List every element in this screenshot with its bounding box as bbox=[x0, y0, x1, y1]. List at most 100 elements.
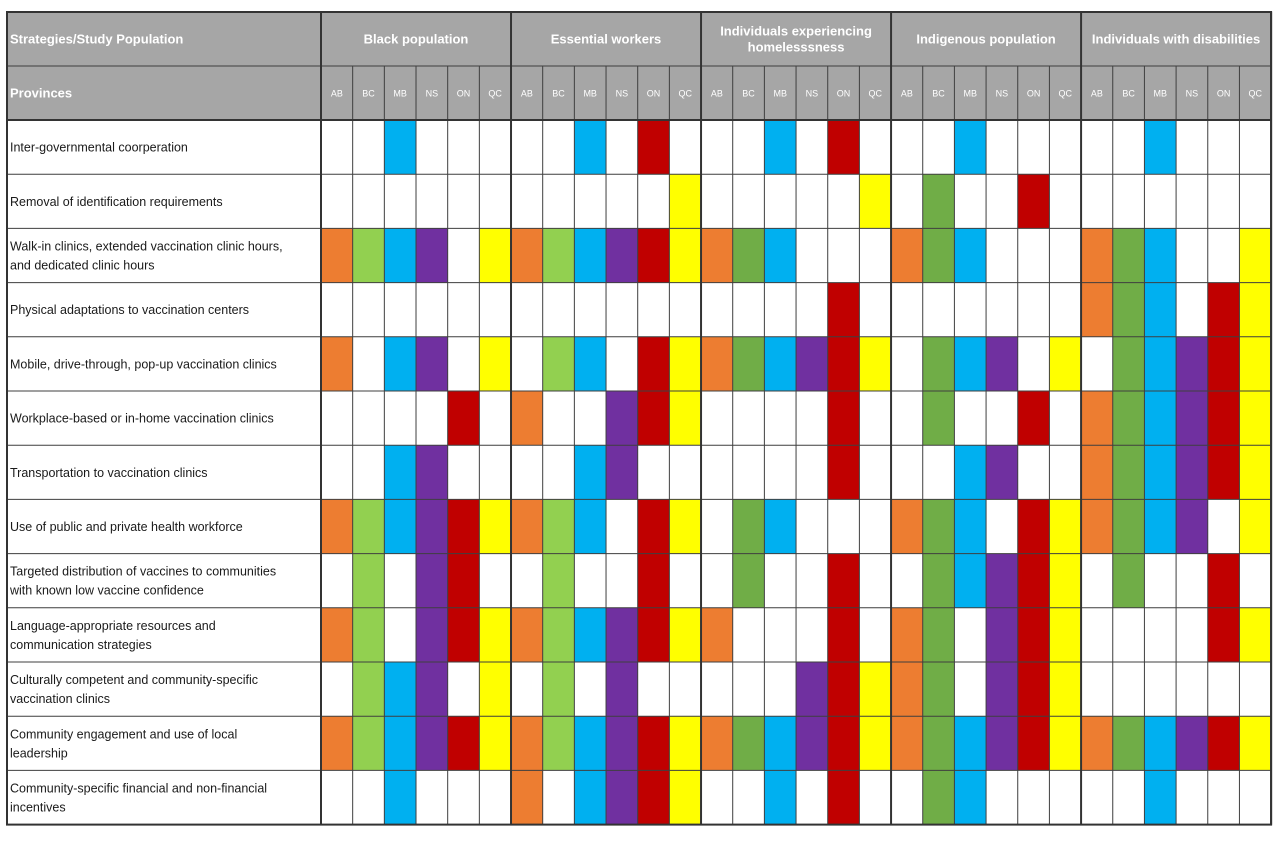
matrix-cell-bc bbox=[542, 445, 575, 500]
matrix-cell-ns bbox=[796, 174, 828, 229]
matrix-cell-ab bbox=[1081, 445, 1113, 500]
strategy-label: Culturally competent and community-speci… bbox=[10, 673, 258, 687]
matrix-cell-on bbox=[1207, 282, 1240, 337]
matrix-cell-on bbox=[827, 553, 860, 608]
matrix-cell-ab bbox=[701, 282, 733, 337]
matrix-cell-mb bbox=[954, 336, 987, 391]
matrix-cell-ns bbox=[416, 282, 448, 337]
matrix-cell-ab bbox=[701, 662, 733, 717]
matrix-cell-qc bbox=[669, 282, 702, 337]
matrix-cell-ab bbox=[891, 391, 923, 446]
corner-header: Strategies/Study Population bbox=[10, 32, 183, 47]
matrix-cell-bc bbox=[542, 662, 575, 717]
matrix-cell-qc bbox=[859, 228, 892, 283]
matrix-cell-on bbox=[447, 282, 480, 337]
matrix-cell-ab bbox=[891, 282, 923, 337]
matrix-cell-qc bbox=[859, 553, 892, 608]
matrix-cell-on bbox=[827, 770, 860, 825]
strategy-label: leadership bbox=[10, 746, 68, 760]
matrix-cell-bc bbox=[1112, 445, 1145, 500]
matrix-cell-ns bbox=[796, 716, 828, 771]
matrix-cell-mb bbox=[384, 228, 417, 283]
matrix-cell-qc bbox=[1239, 174, 1272, 229]
matrix-cell-mb bbox=[764, 336, 797, 391]
matrix-cell-ns bbox=[1176, 662, 1208, 717]
strategy-label: Walk-in clinics, extended vaccination cl… bbox=[10, 240, 283, 254]
matrix-cell-ns bbox=[796, 499, 828, 554]
matrix-cell-ns bbox=[606, 553, 638, 608]
matrix-cell-bc bbox=[352, 391, 385, 446]
matrix-cell-bc bbox=[732, 120, 765, 175]
matrix-cell-qc bbox=[479, 228, 512, 283]
matrix-cell-on bbox=[827, 391, 860, 446]
matrix-cell-qc bbox=[859, 770, 892, 825]
matrix-cell-mb bbox=[954, 499, 987, 554]
matrix-cell-bc bbox=[542, 336, 575, 391]
province-header: QC bbox=[1249, 89, 1263, 99]
matrix-cell-qc bbox=[1049, 607, 1082, 662]
matrix-cell-bc bbox=[922, 174, 955, 229]
matrix-cell-mb bbox=[1144, 553, 1177, 608]
matrix-cell-on bbox=[827, 662, 860, 717]
matrix-cell-on bbox=[827, 120, 860, 175]
matrix-cell-bc bbox=[922, 662, 955, 717]
strategy-label: incentives bbox=[10, 801, 66, 815]
matrix-cell-ab bbox=[321, 228, 353, 283]
matrix-cell-bc bbox=[352, 770, 385, 825]
matrix-cell-ab bbox=[511, 282, 543, 337]
matrix-cell-on bbox=[447, 445, 480, 500]
matrix-cell-mb bbox=[1144, 607, 1177, 662]
matrix-cell-bc bbox=[1112, 607, 1145, 662]
matrix-cell-ns bbox=[796, 336, 828, 391]
strategy-label: with known low vaccine confidence bbox=[9, 584, 204, 598]
matrix-cell-ab bbox=[701, 120, 733, 175]
matrix-cell-ns bbox=[986, 391, 1018, 446]
province-header: BC bbox=[932, 89, 945, 99]
matrix-cell-qc bbox=[1239, 228, 1272, 283]
matrix-cell-ab bbox=[1081, 499, 1113, 554]
matrix-cell-bc bbox=[1112, 770, 1145, 825]
matrix-cell-ns bbox=[986, 445, 1018, 500]
matrix-cell-on bbox=[827, 499, 860, 554]
matrix-cell-on bbox=[447, 662, 480, 717]
matrix-cell-qc bbox=[669, 662, 702, 717]
matrix-cell-on bbox=[637, 445, 670, 500]
province-header: ON bbox=[647, 89, 661, 99]
province-header: MB bbox=[1154, 89, 1168, 99]
province-header: ON bbox=[837, 89, 851, 99]
matrix-cell-ab bbox=[511, 120, 543, 175]
provinces-label: Provinces bbox=[10, 86, 72, 101]
matrix-cell-bc bbox=[352, 120, 385, 175]
matrix-cell-bc bbox=[922, 282, 955, 337]
matrix-cell-ab bbox=[891, 607, 923, 662]
matrix-cell-on bbox=[1017, 770, 1050, 825]
matrix-cell-on bbox=[447, 228, 480, 283]
matrix-cell-bc bbox=[542, 553, 575, 608]
matrix-cell-mb bbox=[954, 770, 987, 825]
matrix-cell-ns bbox=[416, 336, 448, 391]
row-label-cell bbox=[7, 553, 321, 608]
matrix-cell-mb bbox=[384, 607, 417, 662]
matrix-cell-bc bbox=[922, 336, 955, 391]
matrix-cell-ns bbox=[1176, 174, 1208, 229]
matrix-cell-ns bbox=[986, 607, 1018, 662]
matrix-cell-ns bbox=[796, 770, 828, 825]
matrix-cell-qc bbox=[859, 662, 892, 717]
matrix-cell-ab bbox=[321, 770, 353, 825]
matrix-cell-ab bbox=[701, 228, 733, 283]
matrix-cell-on bbox=[1017, 282, 1050, 337]
matrix-cell-qc bbox=[669, 553, 702, 608]
matrix-cell-ab bbox=[701, 716, 733, 771]
matrix-cell-qc bbox=[669, 716, 702, 771]
matrix-cell-ab bbox=[321, 553, 353, 608]
row-label-cell bbox=[7, 499, 321, 554]
strategy-label: Language-appropriate resources and bbox=[10, 619, 216, 633]
matrix-cell-mb bbox=[954, 607, 987, 662]
matrix-cell-on bbox=[1017, 120, 1050, 175]
matrix-cell-bc bbox=[352, 228, 385, 283]
matrix-cell-bc bbox=[732, 607, 765, 662]
matrix-cell-on bbox=[1207, 391, 1240, 446]
population-header: homelesssness bbox=[748, 40, 845, 55]
matrix-cell-ns bbox=[1176, 228, 1208, 283]
matrix-cell-bc bbox=[1112, 282, 1145, 337]
